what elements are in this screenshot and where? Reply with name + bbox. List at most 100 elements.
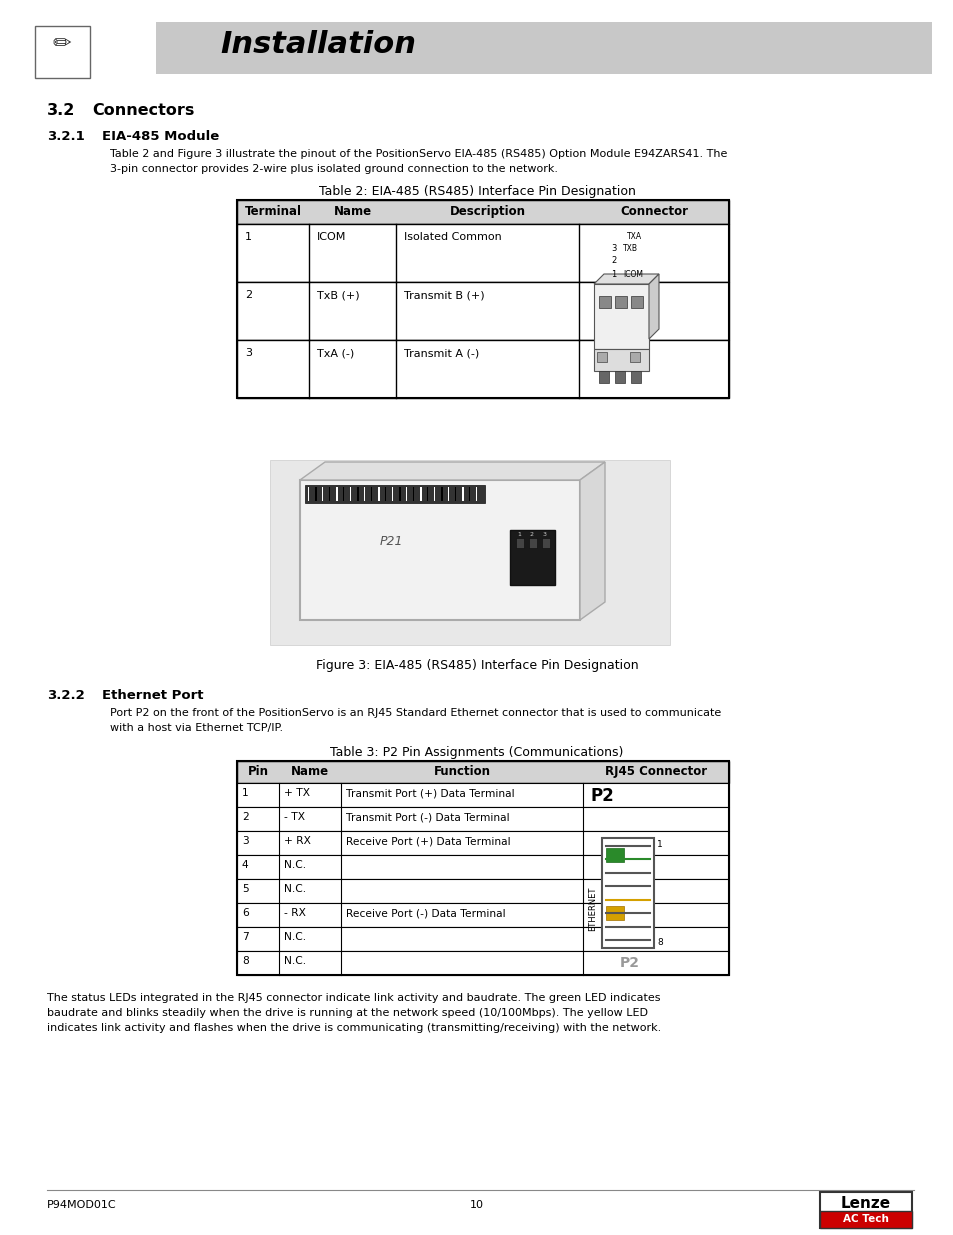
Bar — [364, 487, 365, 501]
Text: Name: Name — [291, 764, 329, 778]
Text: + TX: + TX — [284, 788, 310, 798]
Bar — [406, 487, 407, 501]
Text: P2: P2 — [590, 787, 614, 805]
Text: indicates link activity and flashes when the drive is communicating (transmittin: indicates link activity and flashes when… — [47, 1023, 660, 1032]
Bar — [236, 927, 728, 951]
Text: AC Tech: AC Tech — [842, 1214, 888, 1224]
Text: 7: 7 — [242, 932, 249, 942]
Bar — [597, 352, 606, 362]
Text: N.C.: N.C. — [284, 860, 306, 869]
Bar — [598, 370, 608, 383]
Text: 3: 3 — [242, 836, 249, 846]
Text: Isolated Common: Isolated Common — [403, 232, 501, 242]
Bar — [371, 487, 372, 501]
Bar — [356, 487, 358, 501]
Bar — [236, 224, 728, 282]
Bar — [820, 1192, 911, 1228]
Text: 1: 1 — [610, 270, 616, 279]
Text: + RX: + RX — [284, 836, 311, 846]
Bar — [516, 538, 523, 548]
Bar — [629, 352, 639, 362]
Text: The status LEDs integrated in the RJ45 connector indicate link activity and baud: The status LEDs integrated in the RJ45 c… — [47, 993, 659, 1003]
Bar — [419, 487, 421, 501]
Text: Table 2: EIA-485 (RS485) Interface Pin Designation: Table 2: EIA-485 (RS485) Interface Pin D… — [318, 185, 635, 198]
Text: 5: 5 — [242, 884, 249, 894]
Text: 8: 8 — [242, 956, 249, 966]
Text: P2: P2 — [619, 956, 639, 969]
Polygon shape — [579, 462, 604, 620]
Bar — [236, 903, 728, 927]
Bar — [594, 350, 648, 370]
Bar — [35, 26, 90, 78]
Bar — [469, 487, 470, 501]
Bar — [630, 296, 642, 308]
Text: ETHERNET: ETHERNET — [588, 887, 597, 931]
Text: Description: Description — [449, 205, 525, 219]
Text: Transmit A (-): Transmit A (-) — [403, 348, 478, 358]
Text: TXA: TXA — [626, 232, 641, 241]
Bar — [236, 783, 728, 806]
Bar — [236, 855, 728, 879]
Text: Receive Port (+) Data Terminal: Receive Port (+) Data Terminal — [346, 836, 510, 846]
Bar — [236, 806, 728, 831]
Text: Receive Port (-) Data Terminal: Receive Port (-) Data Terminal — [346, 908, 505, 918]
Bar — [385, 487, 386, 501]
Text: Terminal: Terminal — [244, 205, 301, 219]
Text: 1: 1 — [517, 532, 520, 537]
Text: 2: 2 — [530, 532, 534, 537]
Text: 1: 1 — [657, 840, 662, 848]
Bar — [236, 831, 728, 855]
Text: Connectors: Connectors — [91, 103, 194, 119]
Bar — [605, 906, 623, 920]
Bar — [434, 487, 435, 501]
Bar — [601, 839, 654, 948]
Bar — [605, 848, 623, 862]
Text: Transmit Port (+) Data Terminal: Transmit Port (+) Data Terminal — [346, 788, 514, 798]
Text: - RX: - RX — [284, 908, 306, 918]
Bar — [236, 879, 728, 903]
Bar — [461, 487, 463, 501]
Polygon shape — [594, 274, 659, 284]
Bar — [236, 200, 728, 398]
Text: Ethernet Port: Ethernet Port — [102, 689, 203, 701]
Bar — [820, 1212, 911, 1228]
Text: 3.2.1: 3.2.1 — [47, 130, 85, 143]
Bar — [630, 370, 640, 383]
Bar — [270, 459, 669, 645]
Text: N.C.: N.C. — [284, 932, 306, 942]
Text: Table 2 and Figure 3 illustrate the pinout of the PositionServo EIA-485 (RS485) : Table 2 and Figure 3 illustrate the pino… — [110, 149, 726, 159]
Text: 6: 6 — [242, 908, 249, 918]
Bar — [236, 761, 728, 783]
Text: Port P2 on the front of the PositionServo is an RJ45 Standard Ethernet connector: Port P2 on the front of the PositionServ… — [110, 708, 720, 718]
Text: 1: 1 — [242, 788, 249, 798]
Bar — [236, 761, 728, 974]
Bar — [448, 487, 449, 501]
Text: 4: 4 — [242, 860, 249, 869]
Text: Figure 3: EIA-485 (RS485) Interface Pin Designation: Figure 3: EIA-485 (RS485) Interface Pin … — [315, 659, 638, 672]
Text: TxB (+): TxB (+) — [316, 290, 359, 300]
Text: ICOM: ICOM — [622, 270, 642, 279]
Text: Table 3: P2 Pin Assignments (Communications): Table 3: P2 Pin Assignments (Communicati… — [330, 746, 623, 760]
Bar — [594, 284, 648, 350]
Bar — [322, 487, 323, 501]
Text: ✏: ✏ — [52, 35, 71, 54]
Polygon shape — [648, 274, 659, 338]
Text: with a host via Ethernet TCP/IP.: with a host via Ethernet TCP/IP. — [110, 722, 283, 734]
Text: Name: Name — [334, 205, 371, 219]
Bar — [236, 282, 728, 340]
Bar — [236, 340, 728, 398]
Text: 8: 8 — [657, 939, 662, 947]
Text: Lenze: Lenze — [840, 1195, 890, 1212]
Text: TXB: TXB — [622, 245, 638, 253]
Bar — [236, 200, 728, 224]
Bar — [510, 530, 555, 585]
Text: 3: 3 — [542, 532, 546, 537]
Bar — [329, 487, 330, 501]
Bar — [335, 487, 337, 501]
Text: Transmit B (+): Transmit B (+) — [403, 290, 484, 300]
Text: Function: Function — [433, 764, 490, 778]
Bar — [413, 487, 414, 501]
Text: 3: 3 — [610, 245, 616, 253]
Text: P94MOD01C: P94MOD01C — [47, 1200, 116, 1210]
Bar — [541, 538, 550, 548]
